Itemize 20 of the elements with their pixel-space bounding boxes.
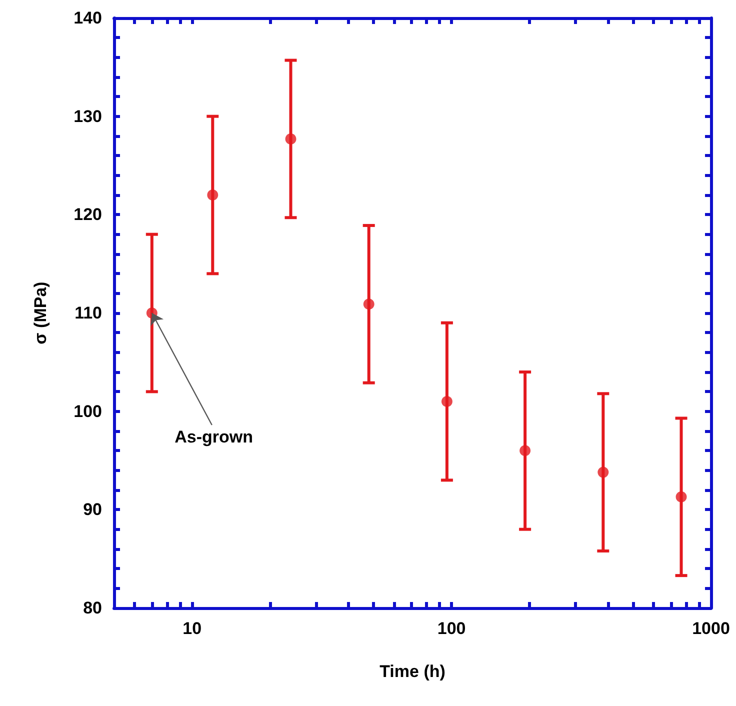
point [207,190,218,200]
point [441,396,452,407]
y-tick-label: 130 [74,106,102,126]
y-tick-label: 110 [74,304,102,322]
point [598,466,609,478]
x-tick-label: 1000 [692,619,730,638]
y-tick-label: 90 [83,500,102,520]
x-axis-title: Time (h) [380,662,446,681]
y-tick-label: 120 [74,205,102,224]
y-tick-label: 80 [83,598,102,618]
y-tick-label: 140 [74,8,102,28]
point [363,298,374,310]
y-axis-title: σ (MPa) [31,282,50,344]
x-tick-label: 100 [437,619,466,638]
point [676,491,687,502]
point [285,133,296,144]
point [520,445,531,456]
x-tick-label: 10 [182,619,202,638]
y-tick-label: 100 [74,402,102,421]
annotation: As-grown [174,428,253,447]
